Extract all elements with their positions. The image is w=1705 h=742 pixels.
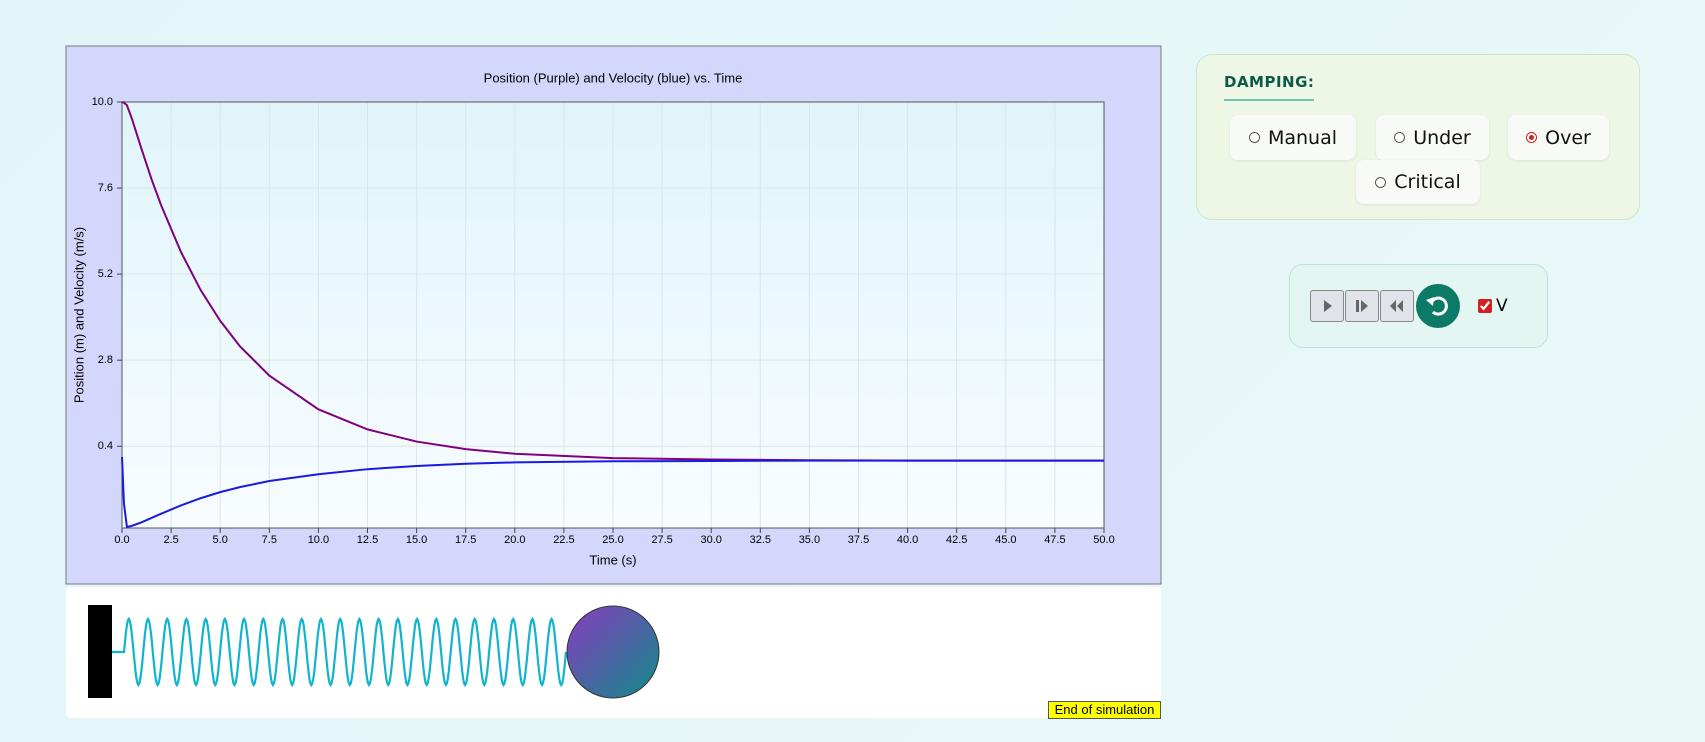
radio-button[interactable] xyxy=(1394,132,1406,143)
damping-panel: DAMPING: Manual Under Over Critical xyxy=(1196,54,1640,220)
x-tick-label: 50.0 xyxy=(1093,534,1114,546)
rewind-icon xyxy=(1390,300,1403,312)
y-tick-label: 5.2 xyxy=(98,268,113,280)
wall xyxy=(88,605,112,698)
y-axis-label: Position (m) and Velocity (m/s) xyxy=(71,227,86,403)
x-tick-label: 0.0 xyxy=(114,534,129,546)
y-tick-label: 7.6 xyxy=(98,182,113,194)
checkbox-label: V xyxy=(1496,296,1508,316)
x-tick-label: 45.0 xyxy=(995,534,1016,546)
damping-title: DAMPING: xyxy=(1224,73,1315,101)
y-tick-label: 0.4 xyxy=(98,440,113,452)
plot-border xyxy=(121,101,1105,529)
x-tick-label: 5.0 xyxy=(213,534,228,546)
step-button[interactable] xyxy=(1345,290,1379,322)
x-tick-label: 15.0 xyxy=(406,534,427,546)
x-tick-label: 40.0 xyxy=(897,534,918,546)
x-tick-label: 17.5 xyxy=(455,534,476,546)
control-panel: V xyxy=(1289,264,1548,348)
radio-label: Under xyxy=(1413,126,1471,149)
x-tick-label: 35.0 xyxy=(799,534,820,546)
spring xyxy=(112,616,568,688)
step-icon xyxy=(1356,300,1368,312)
x-tick-label: 7.5 xyxy=(262,534,277,546)
rewind-button[interactable] xyxy=(1380,290,1414,322)
radio-option[interactable]: Under xyxy=(1376,115,1489,160)
x-tick-label: 32.5 xyxy=(750,534,771,546)
series-line xyxy=(121,101,1104,462)
y-tick-label: 10.0 xyxy=(92,96,113,108)
radio-option[interactable]: Manual xyxy=(1230,115,1356,160)
x-axis-label: Time (s) xyxy=(589,552,636,567)
series-line xyxy=(121,456,1104,529)
radio-label: Manual xyxy=(1267,126,1338,149)
animation-panel xyxy=(66,587,1161,718)
x-tick-label: 47.5 xyxy=(1044,534,1065,546)
y-tick-label: 2.8 xyxy=(98,354,113,366)
x-tick-label: 20.0 xyxy=(504,534,525,546)
checkbox-row: V xyxy=(1478,296,1508,316)
reset-button[interactable] xyxy=(1415,283,1461,329)
x-tick-label: 25.0 xyxy=(602,534,623,546)
x-tick-label: 22.5 xyxy=(553,534,574,546)
play-button[interactable] xyxy=(1310,290,1344,322)
radio-button[interactable] xyxy=(1375,176,1387,188)
radio-button[interactable] xyxy=(1248,132,1260,143)
x-tick-label: 30.0 xyxy=(700,534,721,546)
radio-label: Over xyxy=(1545,126,1591,149)
checkbox[interactable] xyxy=(1478,299,1492,313)
status-label: End of simulation xyxy=(1048,701,1161,719)
play-icon xyxy=(1324,300,1332,312)
x-tick-label: 10.0 xyxy=(308,534,329,546)
radio-option[interactable]: Over xyxy=(1508,115,1609,160)
x-tick-label: 37.5 xyxy=(848,534,869,546)
x-tick-label: 42.5 xyxy=(946,534,967,546)
radio-option[interactable]: Critical xyxy=(1356,160,1480,204)
x-tick-label: 27.5 xyxy=(651,534,672,546)
x-tick-label: 2.5 xyxy=(163,534,178,546)
radio-label: Critical xyxy=(1394,171,1461,193)
chart-title: Position (Purple) and Velocity (blue) vs… xyxy=(484,70,743,85)
mass xyxy=(566,605,660,699)
radio-button[interactable] xyxy=(1526,132,1538,143)
x-tick-label: 12.5 xyxy=(357,534,378,546)
